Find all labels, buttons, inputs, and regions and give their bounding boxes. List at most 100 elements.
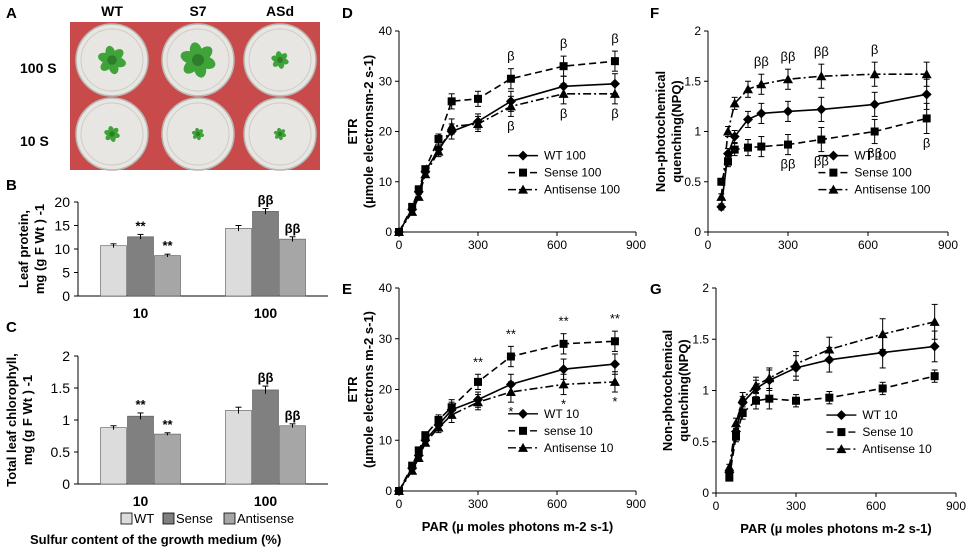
legend-label: Sense 10 xyxy=(862,425,913,439)
y-axis-label-line: quenching(NPQ) xyxy=(669,80,684,183)
legend-label: Antisense 10 xyxy=(544,441,614,455)
marker-triangle xyxy=(446,409,457,419)
marker-square xyxy=(738,409,747,418)
y-tick-label: 2 xyxy=(62,348,70,364)
significance-below: β xyxy=(560,106,567,121)
panel-letter-e: E xyxy=(342,281,352,298)
marker-square xyxy=(421,165,430,174)
series-line xyxy=(728,321,935,468)
legend-label: WT 10 xyxy=(862,408,897,422)
y-tick-label: 5 xyxy=(62,265,70,281)
marker-triangle xyxy=(413,453,424,463)
x-tick-label: 600 xyxy=(547,238,567,252)
photo-col-label-asd: ASd xyxy=(266,3,294,19)
petri-plate-rim xyxy=(80,102,144,166)
panel-letter-b: B xyxy=(6,177,17,194)
legend-label: Antisense 10 xyxy=(862,442,932,456)
bar xyxy=(252,211,279,297)
chart-g-npq-10: 0 0.5 1 1.5 2 0 300 600 900 WT 10 Sense 10 Antisens… xyxy=(660,281,966,536)
category-label: 100 xyxy=(254,493,278,509)
x-tick-label: 600 xyxy=(858,238,878,252)
plant-center xyxy=(109,131,115,137)
y-axis-label-line: Total leaf chlorophyll, xyxy=(4,353,19,486)
y-tick-label: 30 xyxy=(379,332,393,346)
plant-center xyxy=(277,57,283,63)
marker-square xyxy=(434,415,443,424)
x-tick-label: 0 xyxy=(396,497,403,511)
y-tick-label: 20 xyxy=(379,125,393,139)
x-tick-label: 900 xyxy=(946,499,966,513)
bar-annotation: ββ xyxy=(258,193,274,208)
marker-square xyxy=(730,145,739,154)
y-tick-label: 40 xyxy=(379,24,393,38)
bar-annotation: ββ xyxy=(285,221,301,236)
y-axis-label-line: mg (g F Wt ) -1 xyxy=(20,375,35,465)
x-tick-label: 300 xyxy=(468,238,488,252)
y-tick-label: 0.5 xyxy=(51,444,71,460)
significance-below: ββ xyxy=(867,146,882,161)
y-axis-label: ETR(µmole electronsm-2 s-1) xyxy=(345,55,376,208)
marker-square xyxy=(765,394,774,403)
marker-square xyxy=(414,446,423,455)
panel-letter-f: F xyxy=(650,5,659,22)
marker-square xyxy=(474,377,482,386)
marker-diamond xyxy=(518,408,529,419)
marker-square xyxy=(837,428,846,437)
significance-above: ** xyxy=(506,326,516,341)
marker-square xyxy=(757,142,766,151)
marker-diamond xyxy=(558,364,569,375)
marker-triangle xyxy=(407,465,418,475)
marker-square xyxy=(434,135,443,144)
photo-col-label-s7: S7 xyxy=(189,3,206,19)
significance-above: ββ xyxy=(814,44,829,59)
x-tick-label: 900 xyxy=(938,238,958,252)
marker-triangle xyxy=(828,184,839,194)
marker-triangle xyxy=(921,69,932,79)
marker-square xyxy=(408,202,417,211)
marker-triangle xyxy=(558,379,569,389)
y-tick-label: 1 xyxy=(702,384,709,398)
marker-triangle xyxy=(836,444,847,454)
petri-plate-rim xyxy=(166,102,230,166)
legend-label: Antisense 100 xyxy=(544,183,620,197)
photo-row-label-10s: 10 S xyxy=(20,133,49,149)
y-tick-label: 1.5 xyxy=(51,380,71,396)
marker-square xyxy=(725,473,734,482)
significance-above: ** xyxy=(559,314,569,329)
y-axis-label: Leaf protein,mg (g F Wt ) -1 xyxy=(16,204,47,294)
bar xyxy=(279,238,306,297)
series-line xyxy=(398,93,615,233)
y-tick-label: 0.5 xyxy=(692,435,709,449)
marker-triangle xyxy=(729,98,740,108)
y-tick-label: 0 xyxy=(702,486,709,500)
marker-diamond xyxy=(816,104,827,115)
photo-row-label-100s: 100 S xyxy=(20,60,57,76)
bar xyxy=(225,410,252,485)
y-tick-label: 20 xyxy=(54,194,70,210)
significance-below: β xyxy=(507,118,514,133)
bar xyxy=(252,389,279,485)
legend-label: WT 100 xyxy=(854,149,896,163)
marker-diamond xyxy=(716,201,727,212)
significance-above: β xyxy=(871,42,878,57)
bar-annotation: ** xyxy=(135,397,146,412)
legend-label-sense: Sense xyxy=(176,511,213,526)
y-tick-label: 0 xyxy=(385,484,392,498)
significance-below: ββ xyxy=(781,157,796,172)
significance-below: * xyxy=(561,397,566,412)
marker-square xyxy=(447,97,456,106)
legend-swatch-wt xyxy=(120,512,133,525)
x-tick-label: 0 xyxy=(396,238,403,252)
legend-swatch-antisense xyxy=(223,512,236,525)
photo-col-label-wt: WT xyxy=(101,3,123,19)
y-tick-label: 0 xyxy=(62,476,70,492)
bar-annotation: ββ xyxy=(285,408,301,423)
series-line xyxy=(398,381,615,492)
y-axis-label: ETR(µmole electrons m-2 s-1) xyxy=(345,311,376,468)
marker-square xyxy=(792,396,800,405)
petri-plate-rim xyxy=(248,102,312,166)
legend-label: Sense 100 xyxy=(854,166,912,180)
y-tick-label: 30 xyxy=(379,74,393,88)
bar-annotation: ** xyxy=(162,238,173,253)
marker-square xyxy=(878,384,887,393)
